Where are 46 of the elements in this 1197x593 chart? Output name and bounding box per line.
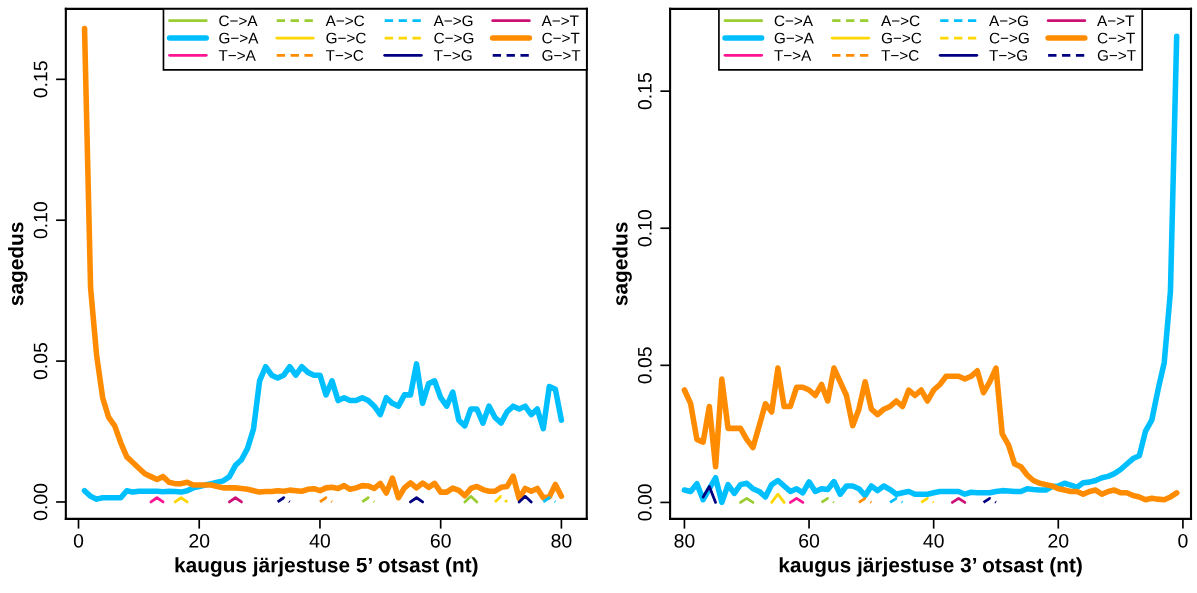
y-tick-label: 0.10: [637, 210, 652, 247]
x-axis-title: kaugus järjestuse 5’ otsast (nt): [175, 557, 478, 577]
y-tick-label: 0.05: [637, 347, 652, 384]
x-axis-title: kaugus järjestuse 3’ otsast (nt): [779, 557, 1082, 577]
x-tick-label: 60: [430, 533, 451, 548]
legend-label: G−>C: [326, 32, 366, 44]
legend-label: G−>A: [219, 32, 259, 44]
legend-label: A−>C: [881, 15, 920, 27]
legend-label: A−>T: [541, 15, 579, 27]
legend-label: G−>A: [774, 32, 814, 44]
y-tick-label: 0.15: [637, 73, 652, 110]
legend-label: C−>A: [219, 15, 258, 27]
x-tick-label: 80: [551, 533, 572, 548]
x-tick-label: 60: [799, 533, 820, 548]
legend-label: T−>A: [218, 50, 256, 61]
legend-label: C−>T: [1097, 32, 1135, 44]
x-tick-label: 80: [674, 533, 695, 548]
y-tick-label: 0.00: [33, 483, 48, 521]
legend-label: C−>G: [989, 32, 1029, 44]
x-tick-label: 20: [189, 533, 210, 548]
x-tick-label: 0: [73, 533, 84, 548]
x-tick-label: 0: [1178, 533, 1188, 548]
legend-label: G−>C: [881, 32, 922, 44]
legend-label: T−>A: [774, 50, 812, 61]
legend-label: C−>A: [774, 15, 813, 27]
legend-label: T−>C: [881, 50, 919, 61]
legend-label: G−>T: [1097, 50, 1136, 61]
x-tick-label: 20: [1048, 533, 1069, 548]
legend-label: A−>C: [325, 15, 365, 27]
legend-label: C−>G: [434, 32, 474, 44]
y-tick-label: 0.15: [33, 61, 48, 98]
legend-label: A−>T: [1097, 15, 1135, 27]
y-tick-label: 0.05: [33, 342, 48, 380]
y-tick-label: 0.00: [637, 484, 652, 521]
legend-label: G−>T: [542, 50, 581, 61]
x-tick-label: 40: [309, 533, 331, 548]
legend-label: C−>T: [542, 32, 580, 44]
y-axis-title: sagedus: [612, 222, 632, 306]
legend-label: T−>G: [989, 50, 1027, 61]
legend-label: T−>G: [433, 50, 472, 61]
legend-label: A−>G: [989, 15, 1028, 27]
legend-label: A−>G: [433, 15, 473, 27]
y-axis-title: sagedus: [8, 222, 28, 306]
legend-label: T−>C: [325, 50, 364, 61]
y-tick-label: 0.10: [33, 202, 48, 239]
x-tick-label: 40: [923, 533, 944, 548]
